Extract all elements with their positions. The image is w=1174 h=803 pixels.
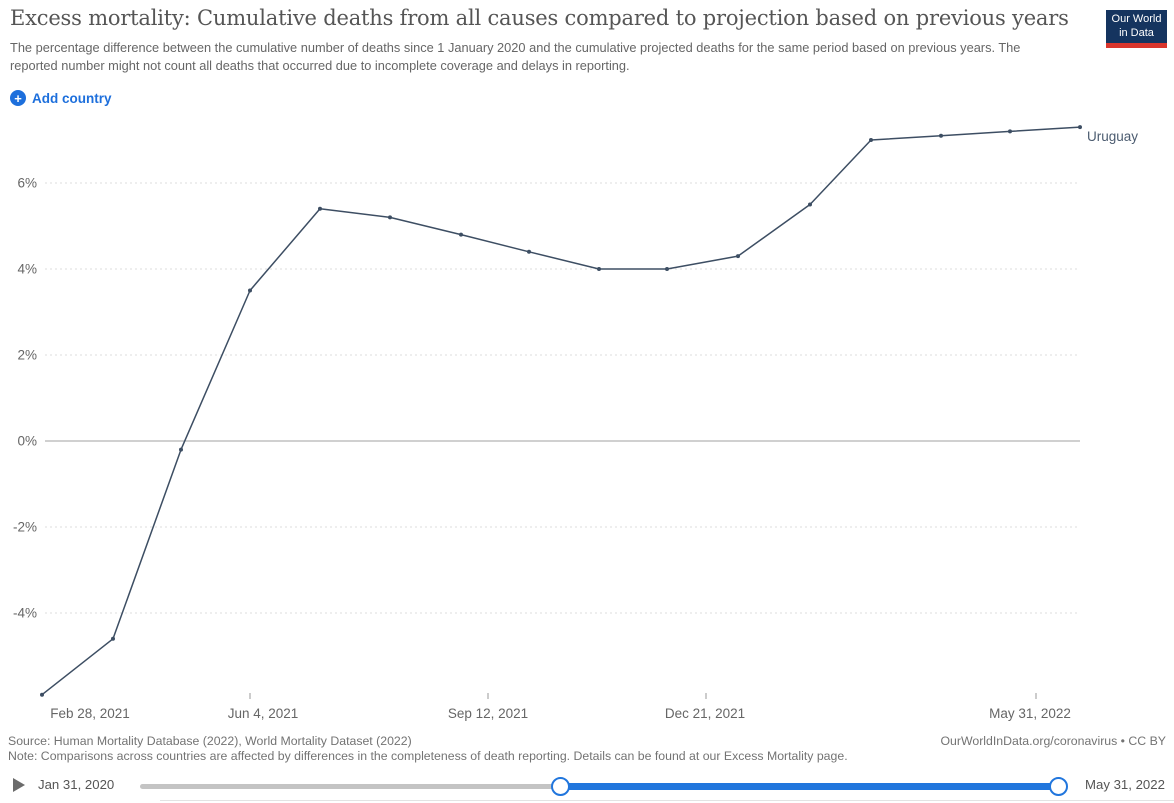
plus-circle-icon: + <box>10 90 26 106</box>
owid-logo-line1: Our World <box>1111 12 1162 25</box>
y-axis-tick-label: -4% <box>13 606 37 621</box>
x-axis-tick-label: Feb 28, 2021 <box>50 706 130 721</box>
data-point <box>459 232 463 237</box>
timeline-end-label: May 31, 2022 <box>1085 777 1165 792</box>
data-point <box>388 215 392 220</box>
timeline-active-range <box>559 783 1058 790</box>
note-line: Note: Comparisons across countries are a… <box>8 749 848 763</box>
x-axis-tick-label: Dec 21, 2021 <box>665 706 745 721</box>
series-label: Uruguay <box>1087 129 1138 144</box>
x-axis-tick-label: Jun 4, 2021 <box>228 706 299 721</box>
attribution-link[interactable]: OurWorldInData.org/coronavirus • CC BY <box>940 734 1166 748</box>
x-axis-tick-label: May 31, 2022 <box>989 706 1071 721</box>
y-axis-tick-label: 2% <box>17 348 37 363</box>
data-point <box>40 692 44 697</box>
timeline-start-handle[interactable] <box>550 777 570 796</box>
data-point <box>179 447 183 452</box>
timeline-slider-track[interactable] <box>140 777 1068 796</box>
data-point <box>736 254 740 259</box>
data-point <box>597 267 601 271</box>
timeline-end-handle[interactable] <box>1049 777 1068 796</box>
series-line <box>41 126 1081 696</box>
data-point <box>665 267 669 271</box>
data-point <box>939 133 943 138</box>
data-point <box>1008 129 1012 134</box>
owid-logo-line2: in Data <box>1119 26 1154 39</box>
y-axis-tick-label: 4% <box>17 262 37 277</box>
data-point <box>318 206 322 211</box>
y-axis-tick-label: 0% <box>17 434 37 449</box>
data-point <box>808 202 812 207</box>
chart-title: Excess mortality: Cumulative deaths from… <box>10 6 1069 30</box>
data-point <box>111 636 115 641</box>
timeline-start-label: Jan 31, 2020 <box>38 777 115 792</box>
data-point <box>248 288 252 293</box>
add-country-label: Add country <box>32 90 112 106</box>
add-country-button[interactable]: + Add country <box>10 90 112 106</box>
chart-subtitle: The percentage difference between the cu… <box>10 40 1021 74</box>
data-point <box>1078 125 1082 130</box>
bottom-divider <box>160 800 1174 801</box>
owid-logo[interactable]: Our World in Data <box>1106 10 1167 48</box>
data-point <box>527 249 531 254</box>
x-axis-tick-label: Sep 12, 2021 <box>448 706 528 721</box>
source-line: Source: Human Mortality Database (2022),… <box>8 734 412 748</box>
y-axis-tick-label: 6% <box>17 176 37 191</box>
play-icon[interactable] <box>13 778 25 792</box>
data-point <box>869 138 873 142</box>
y-axis-tick-label: -2% <box>13 520 37 535</box>
